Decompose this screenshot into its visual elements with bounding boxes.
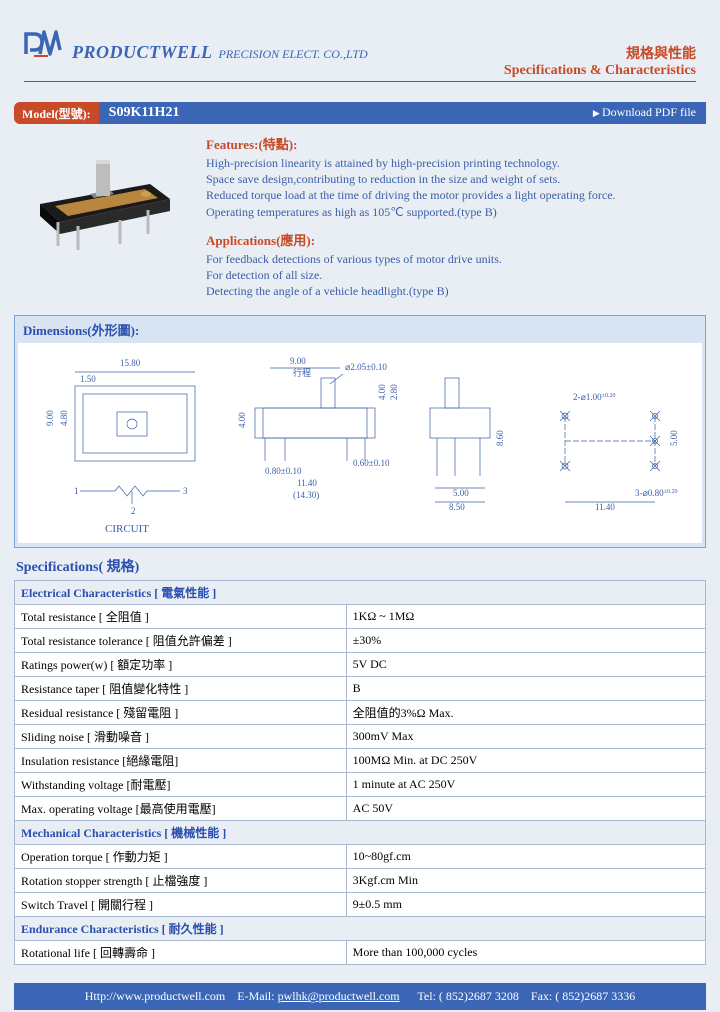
model-label: Model(型號): <box>14 102 99 124</box>
footer-email[interactable]: pwlhk@productwell.com <box>278 989 400 1003</box>
company-logo <box>24 28 64 58</box>
spec-label: Resistance taper [ 阻值變化特性 ] <box>15 677 347 701</box>
svg-text:4.00: 4.00 <box>237 412 247 428</box>
svg-text:5.00: 5.00 <box>453 488 469 498</box>
spec-value: 5V DC <box>346 653 705 677</box>
footer-email-label: E-Mail: <box>237 989 274 1003</box>
features-heading: Features:(特點): <box>206 134 700 153</box>
svg-text:11.40: 11.40 <box>595 502 615 512</box>
endur-subhead: Endurance Characteristics [ 耐久性能 ] <box>15 917 706 941</box>
footer-fax-label: Fax: <box>531 989 552 1003</box>
spec-label: Max. operating voltage [最高使用電壓] <box>15 797 347 821</box>
svg-text:5.00: 5.00 <box>669 430 679 446</box>
svg-text:15.80: 15.80 <box>120 358 141 368</box>
svg-text:⌀2.05±0.10: ⌀2.05±0.10 <box>345 362 387 372</box>
download-pdf-link[interactable]: Download PDF file <box>583 102 706 124</box>
spec-label: Total resistance [ 全阻值 ] <box>15 605 347 629</box>
svg-text:11.40: 11.40 <box>297 478 317 488</box>
svg-text:0.80±0.10: 0.80±0.10 <box>265 466 302 476</box>
svg-text:8.50: 8.50 <box>449 502 465 512</box>
feature-line: Operating temperatures as high as 105℃ s… <box>206 204 700 220</box>
spec-value: B <box>346 677 705 701</box>
spec-label: Switch Travel [ 開關行程 ] <box>15 893 347 917</box>
page-header: PRODUCTWELL PRECISION ELECT. CO.,LTD 規格與… <box>14 10 706 88</box>
header-rule <box>24 81 696 82</box>
company-subtitle: PRECISION ELECT. CO.,LTD <box>219 47 368 62</box>
spec-value: AC 50V <box>346 797 705 821</box>
spec-label: Sliding noise [ 滑動噪音 ] <box>15 725 347 749</box>
spec-value: 1KΩ ~ 1MΩ <box>346 605 705 629</box>
application-line: Detecting the angle of a vehicle headlig… <box>206 283 700 299</box>
svg-text:3: 3 <box>183 486 188 496</box>
page-footer: Http://www.productwell.com E-Mail: pwlhk… <box>14 983 706 1010</box>
specifications-table: Electrical Characteristics [ 電氣性能 ] Tota… <box>14 580 706 965</box>
svg-text:9.00: 9.00 <box>290 356 306 366</box>
dimensions-heading: Dimensions(外形圖): <box>15 316 705 343</box>
model-value: S09K11H21 <box>99 102 583 124</box>
svg-text:1.50: 1.50 <box>80 374 96 384</box>
svg-text:9.00: 9.00 <box>45 410 55 426</box>
applications-heading: Applications(應用): <box>206 230 700 249</box>
spec-label: Withstanding voltage [耐電壓] <box>15 773 347 797</box>
application-line: For feedback detections of various types… <box>206 251 700 267</box>
dimensions-drawing: 15.80 1.50 9.00 4.80 1 2 3 CIRCUIT 9.00 … <box>18 343 702 543</box>
svg-text:4.00: 4.00 <box>377 384 387 400</box>
product-image <box>20 134 190 254</box>
svg-text:0.60±0.10: 0.60±0.10 <box>353 458 390 468</box>
spec-label: Residual resistance [ 殘留電阻 ] <box>15 701 347 725</box>
footer-tel-label: Tel: <box>417 989 436 1003</box>
specifications-heading: Specifications( 規格) <box>14 552 706 580</box>
svg-text:2: 2 <box>131 506 136 516</box>
spec-value: More than 100,000 cycles <box>346 941 705 965</box>
svg-text:2-⌀1.00±0.20: 2-⌀1.00±0.20 <box>573 392 615 402</box>
spec-label: Total resistance tolerance [ 阻值允許偏差 ] <box>15 629 347 653</box>
svg-text:3-⌀0.80±0.20: 3-⌀0.80±0.20 <box>635 488 677 498</box>
company-name: PRODUCTWELL <box>72 42 213 63</box>
application-line: For detection of all size. <box>206 267 700 283</box>
spec-label: Insulation resistance [絕緣電阻] <box>15 749 347 773</box>
dimensions-panel: Dimensions(外形圖): 15.80 1.50 9.00 4.80 1 … <box>14 315 706 548</box>
footer-tel: ( 852)2687 3208 <box>439 989 519 1003</box>
spec-value: 3Kgf.cm Min <box>346 869 705 893</box>
spec-value: 300mV Max <box>346 725 705 749</box>
svg-text:1: 1 <box>74 486 79 496</box>
footer-fax: ( 852)2687 3336 <box>555 989 635 1003</box>
svg-text:8.60: 8.60 <box>495 430 505 446</box>
svg-text:CIRCUIT: CIRCUIT <box>105 523 149 535</box>
header-title-cn: 規格與性能 <box>504 43 696 63</box>
feature-line: High-precision linearity is attained by … <box>206 155 700 171</box>
feature-line: Space save design,contributing to reduct… <box>206 171 700 187</box>
svg-text:行程: 行程 <box>293 367 311 378</box>
spec-value: 10~80gf.cm <box>346 845 705 869</box>
header-title-en: Specifications & Characteristics <box>504 63 696 79</box>
elec-subhead: Electrical Characteristics [ 電氣性能 ] <box>15 581 706 605</box>
svg-text:2.80: 2.80 <box>389 384 399 400</box>
spec-value: 1 minute at AC 250V <box>346 773 705 797</box>
spec-label: Rotational life [ 回轉壽命 ] <box>15 941 347 965</box>
spec-label: Rotation stopper strength [ 止檔強度 ] <box>15 869 347 893</box>
spec-value: 9±0.5 mm <box>346 893 705 917</box>
spec-value: ±30% <box>346 629 705 653</box>
spec-value: 全阻值的3%Ω Max. <box>346 701 705 725</box>
spec-label: Ratings power(w) [ 額定功率 ] <box>15 653 347 677</box>
feature-line: Reduced torque load at the time of drivi… <box>206 187 700 203</box>
svg-text:(14.30): (14.30) <box>293 490 319 500</box>
spec-label: Operation torque [ 作動力矩 ] <box>15 845 347 869</box>
mech-subhead: Mechanical Characteristics [ 機械性能 ] <box>15 821 706 845</box>
spec-value: 100MΩ Min. at DC 250V <box>346 749 705 773</box>
model-bar: Model(型號): S09K11H21 Download PDF file <box>14 102 706 124</box>
svg-text:4.80: 4.80 <box>59 410 69 426</box>
footer-url[interactable]: Http://www.productwell.com <box>85 989 226 1003</box>
